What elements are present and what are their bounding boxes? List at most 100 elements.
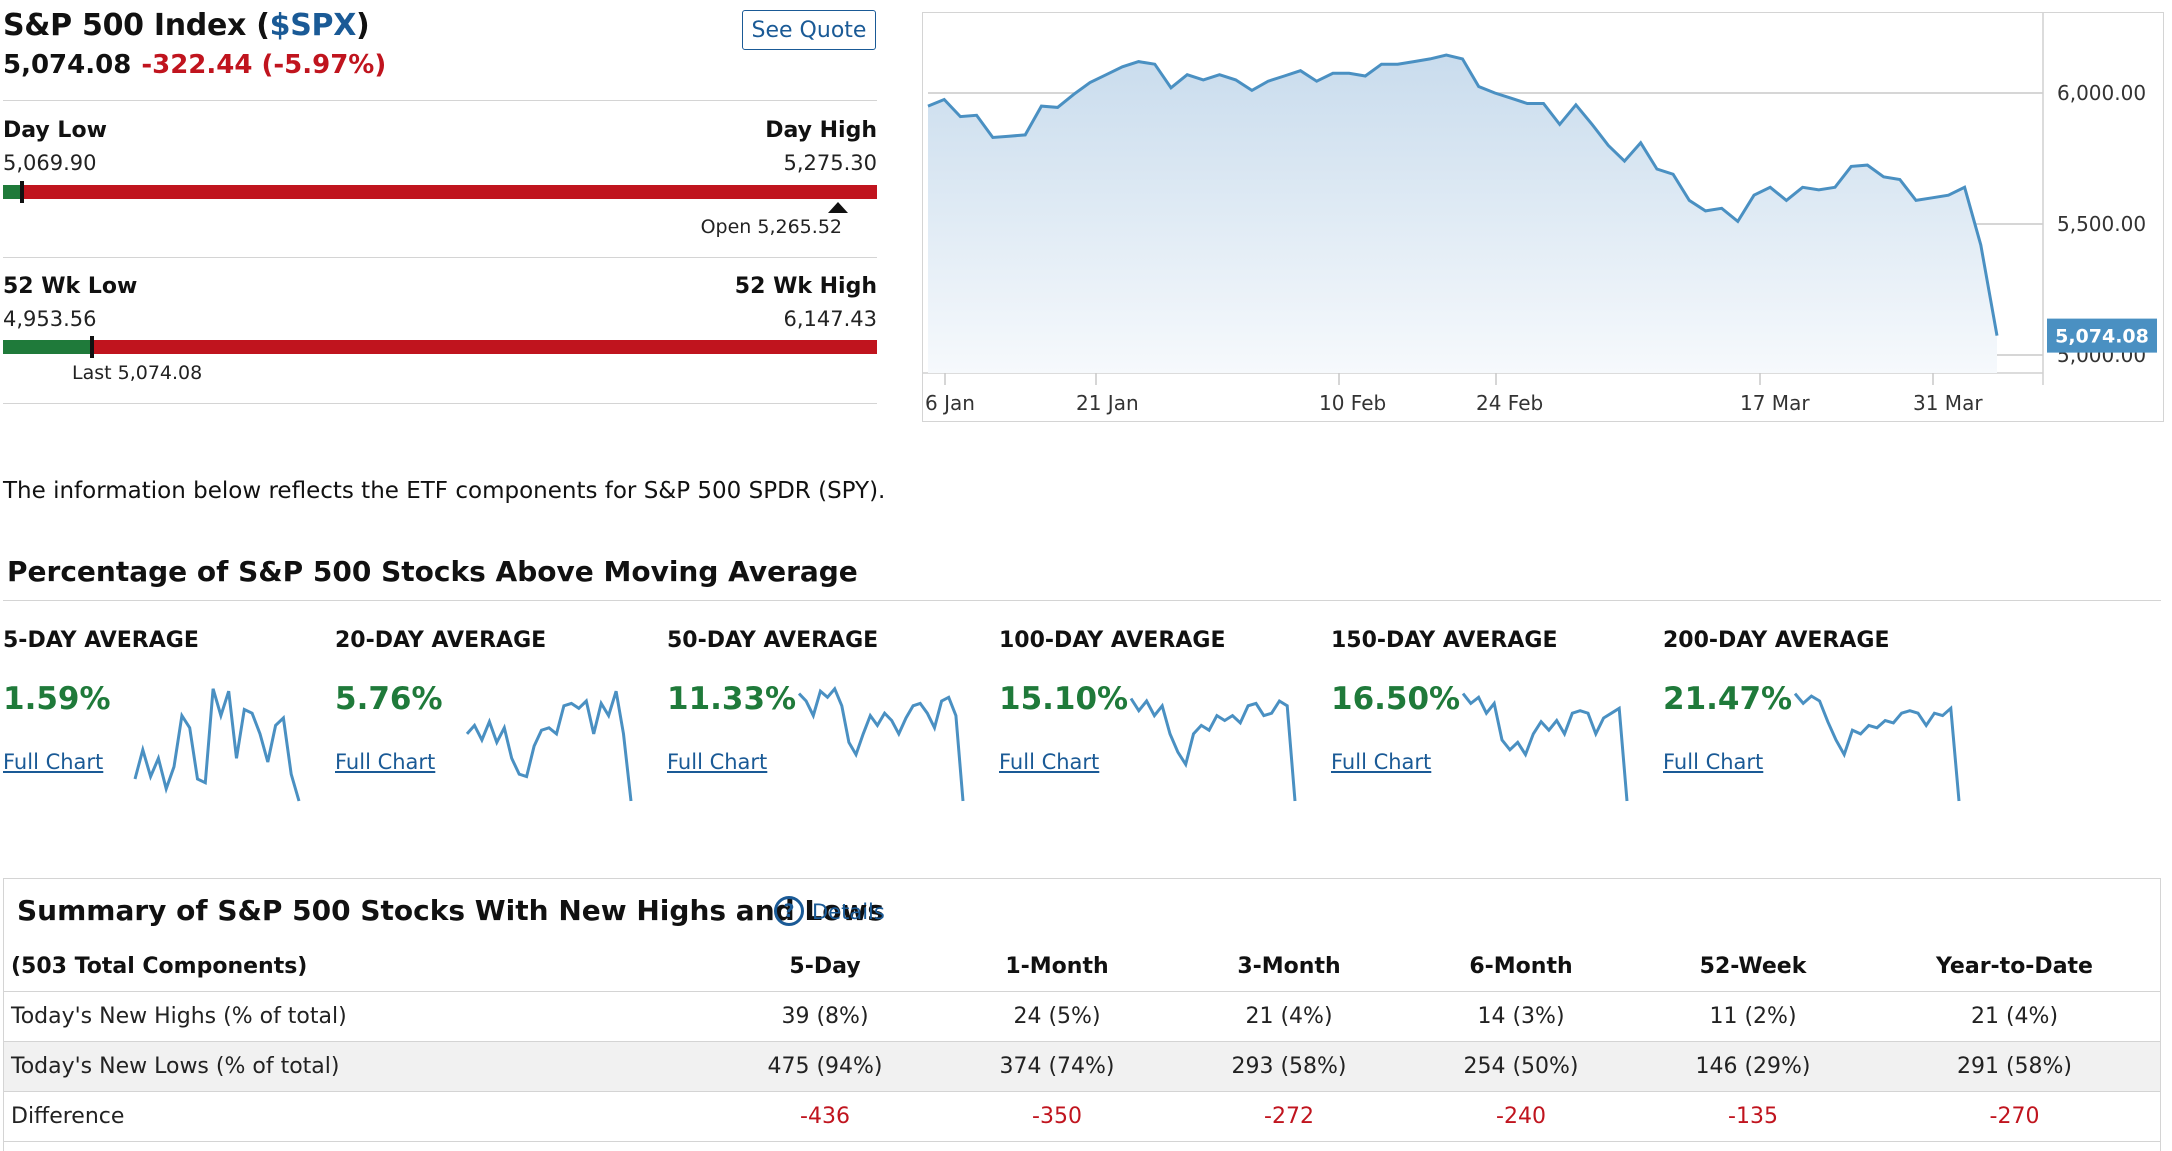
full-chart-link[interactable]: Full Chart xyxy=(1663,750,1764,774)
table-row-difference: Difference -436 -350 -272 -240 -135 -270 xyxy=(4,1091,2160,1142)
wk52-range-fill xyxy=(3,340,91,354)
open-caret-icon xyxy=(827,202,848,213)
ma-sparkline[interactable] xyxy=(797,675,967,815)
wk52-high-value: 6,147.43 xyxy=(783,307,877,331)
sparkline-series xyxy=(1793,692,1961,802)
sparkline-series xyxy=(465,690,633,802)
price-chart[interactable]: 6 Jan 21 Jan 10 Feb 24 Feb 17 Mar 31 Mar 6,00… xyxy=(922,12,2164,422)
ma-card: 200-DAY AVERAGE 21.47% Full Chart xyxy=(1663,620,1983,820)
full-chart-link[interactable]: Full Chart xyxy=(999,750,1100,774)
row-label: Today's New Highs (% of total) xyxy=(4,991,709,1042)
day-low-value: 5,069.90 xyxy=(3,151,97,175)
table-cell: 146 (29%) xyxy=(1637,1041,1869,1092)
sparkline-series xyxy=(1129,697,1297,802)
day-low-label: Day Low xyxy=(3,118,107,143)
table-cell: -135 xyxy=(1637,1091,1869,1142)
ma-value: 15.10% xyxy=(999,681,1129,717)
open-price-label: Open 5,265.52 xyxy=(700,216,842,238)
day-last-marker xyxy=(20,181,25,203)
x-tick-label: 24 Feb xyxy=(1476,391,1543,415)
y-tick-label: 6,000.00 xyxy=(2057,81,2146,105)
divider xyxy=(3,100,877,101)
index-title: S&P 500 Index ($SPX) xyxy=(3,8,370,43)
ma-section-title: Percentage of S&P 500 Stocks Above Movin… xyxy=(7,555,858,588)
details-link[interactable]: Details xyxy=(812,900,885,924)
ma-label: 5-DAY AVERAGE xyxy=(3,628,199,653)
table-cell: 39 (8%) xyxy=(709,991,941,1042)
column-header: 6-Month xyxy=(1405,942,1637,992)
x-tick-label: 6 Jan xyxy=(925,391,975,415)
full-chart-link[interactable]: Full Chart xyxy=(1331,750,1432,774)
divider xyxy=(3,257,877,258)
wk52-last-marker xyxy=(90,336,95,358)
table-cell: 11 (2%) xyxy=(1637,991,1869,1042)
help-icon[interactable]: ? xyxy=(774,896,804,926)
price-area xyxy=(928,55,1997,373)
table-cell: 24 (5%) xyxy=(941,991,1173,1042)
index-name: S&P 500 Index ( xyxy=(3,8,270,43)
wk52-range-track xyxy=(3,340,877,354)
table-cell: 293 (58%) xyxy=(1173,1041,1405,1092)
price-line-series xyxy=(927,53,1999,336)
y-tick-label: 5,500.00 xyxy=(2057,212,2146,236)
ma-card: 20-DAY AVERAGE 5.76% Full Chart xyxy=(335,620,655,820)
ma-value: 16.50% xyxy=(1331,681,1461,717)
price-line: 5,074.08 -322.44 (-5.97%) xyxy=(3,50,386,80)
ma-sparkline[interactable] xyxy=(1461,675,1631,815)
table-cell: 254 (50%) xyxy=(1405,1041,1637,1092)
table-cell: 291 (58%) xyxy=(1869,1041,2160,1092)
table-cell: -272 xyxy=(1173,1091,1405,1142)
sparkline-series xyxy=(1461,692,1629,802)
last-price-label: Last 5,074.08 xyxy=(72,362,203,384)
summary-panel xyxy=(3,878,2161,1151)
full-chart-link[interactable]: Full Chart xyxy=(335,750,436,774)
table-row-new-lows: Today's New Lows (% of total) 475 (94%) … xyxy=(4,1041,2160,1092)
column-header: Year-to-Date xyxy=(1869,942,2160,992)
last-value-badge xyxy=(2047,318,2157,353)
ma-sparkline[interactable] xyxy=(1129,675,1299,815)
column-header: 1-Month xyxy=(941,942,1173,992)
divider xyxy=(3,403,877,404)
table-cell: -240 xyxy=(1405,1091,1637,1142)
day-high-value: 5,275.30 xyxy=(783,151,877,175)
sparkline-series xyxy=(133,688,301,802)
x-tick-label: 10 Feb xyxy=(1319,391,1386,415)
table-row-new-highs: Today's New Highs (% of total) 39 (8%) 2… xyxy=(4,991,2160,1042)
table-cell: 21 (4%) xyxy=(1173,991,1405,1042)
see-quote-button[interactable]: See Quote xyxy=(742,10,876,50)
divider xyxy=(3,600,2161,601)
ma-label: 200-DAY AVERAGE xyxy=(1663,628,1890,653)
ma-value: 11.33% xyxy=(667,681,797,717)
row-label: Today's New Lows (% of total) xyxy=(4,1041,709,1092)
table-cell: -436 xyxy=(709,1091,941,1142)
column-header: 5-Day xyxy=(709,942,941,992)
wk52-range-bar xyxy=(3,336,877,358)
wk52-low-value: 4,953.56 xyxy=(3,307,97,331)
ma-sparkline[interactable] xyxy=(133,675,303,815)
wk52-high-label: 52 Wk High xyxy=(734,274,877,299)
ma-label: 100-DAY AVERAGE xyxy=(999,628,1226,653)
ma-value: 21.47% xyxy=(1663,681,1793,717)
summary-table: (503 Total Components) 5-Day 1-Month 3-M… xyxy=(4,942,2160,1142)
ma-sparkline[interactable] xyxy=(1793,675,1963,815)
etf-info-text: The information below reflects the ETF c… xyxy=(3,478,886,504)
symbol-link[interactable]: $SPX xyxy=(269,8,357,43)
table-cell: 14 (3%) xyxy=(1405,991,1637,1042)
ma-value: 5.76% xyxy=(335,681,443,717)
price-change: -322.44 (-5.97%) xyxy=(141,50,387,80)
table-cell: -350 xyxy=(941,1091,1173,1142)
ma-card: 100-DAY AVERAGE 15.10% Full Chart xyxy=(999,620,1319,820)
day-range-fill xyxy=(3,185,21,199)
full-chart-link[interactable]: Full Chart xyxy=(667,750,768,774)
column-header-components: (503 Total Components) xyxy=(4,942,709,992)
index-name-close: ) xyxy=(356,8,370,43)
ma-card: 5-DAY AVERAGE 1.59% Full Chart xyxy=(3,620,323,820)
ma-card: 50-DAY AVERAGE 11.33% Full Chart xyxy=(667,620,987,820)
ma-sparkline[interactable] xyxy=(465,675,635,815)
ma-label: 150-DAY AVERAGE xyxy=(1331,628,1558,653)
full-chart-link[interactable]: Full Chart xyxy=(3,750,104,774)
wk52-low-label: 52 Wk Low xyxy=(3,274,138,299)
x-tick-label: 31 Mar xyxy=(1913,391,1983,415)
ma-card: 150-DAY AVERAGE 16.50% Full Chart xyxy=(1331,620,1651,820)
last-price: 5,074.08 xyxy=(3,50,132,80)
